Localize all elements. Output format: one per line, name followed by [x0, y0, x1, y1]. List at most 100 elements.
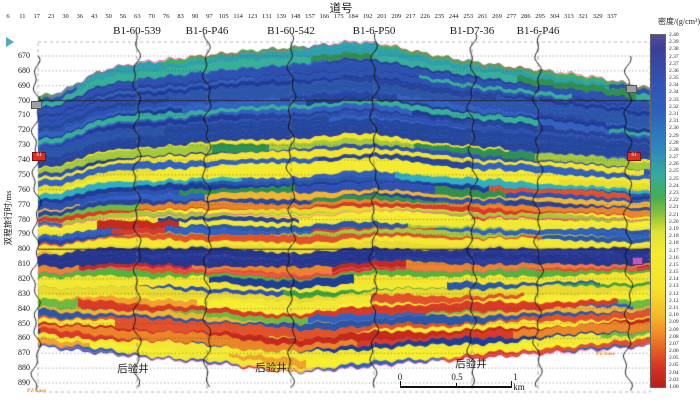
colorbar-tick-label: 2.36 — [669, 67, 679, 74]
colorbar-tick-label: 2.06 — [669, 348, 679, 355]
well-name-label: B1-60-542 — [267, 25, 315, 37]
scale-bar-tick-mid — [456, 383, 458, 387]
time-tick-label: 720 — [18, 125, 30, 135]
colorbar-tick-label: 2.21 — [669, 204, 679, 211]
colorbar-tick-label: 2.29 — [669, 132, 679, 139]
colorbar-tick-label: 2.37 — [669, 60, 679, 67]
time-tick-label: 850 — [18, 318, 30, 328]
trace-tick-label: 139 — [276, 13, 287, 20]
y-axis-title: 双程旅行时/ms — [3, 190, 13, 246]
trace-tick-label: 253 — [463, 13, 474, 20]
colorbar-tick-label: 2.31 — [669, 111, 679, 118]
colorbar-tick-label: 2.28 — [669, 139, 679, 146]
section-start-triangle-icon — [6, 37, 14, 47]
trace-tick-label: 43 — [91, 13, 98, 20]
colorbar-tick-label: 2.08 — [669, 333, 679, 340]
well-log-marker-s1-left: S1 — [32, 152, 46, 161]
trace-tick-label: 277 — [506, 13, 517, 20]
colorbar-tick-label: 2.22 — [669, 197, 679, 204]
trace-tick-label: 304 — [549, 13, 560, 20]
time-tick-label: 740 — [18, 155, 30, 165]
time-tick-label: 760 — [18, 184, 30, 194]
well-log-marker-purple-right — [632, 257, 643, 265]
trace-tick-label: 157 — [305, 13, 315, 20]
time-tick-label: 730 — [18, 140, 30, 150]
colorbar-tick-label: 2.38 — [669, 46, 679, 53]
trace-number-axis: 6 11 17 23 30 36 43 50 56 63 70 76 83 90 97 105 114 123 13… — [0, 13, 700, 23]
trace-tick-label: 36 — [76, 13, 84, 20]
time-tick-label: 710 — [18, 110, 30, 120]
trace-tick-label: 235 — [434, 13, 445, 20]
colorbar-tick-label: 2.34 — [669, 82, 679, 89]
colorbar-tick-label: 2.32 — [669, 103, 679, 110]
colorbar-tick-label: 2.30 — [669, 125, 679, 132]
colorbar-tick-label: 2.12 — [669, 290, 679, 297]
trace-tick-label: 70 — [148, 13, 156, 20]
posterior-well-label: 后验井 — [117, 364, 149, 375]
colorbar-tick-label: 2.19 — [669, 225, 679, 232]
colorbar-tick-label: 2.07 — [669, 340, 679, 347]
trace-tick-label: 83 — [177, 13, 184, 20]
colorbar-tick-label: 2.39 — [669, 39, 679, 46]
scale-bar-label: 1 km — [513, 372, 525, 392]
trace-tick-label: 321 — [578, 13, 589, 20]
trace-tick-label: 201 — [377, 13, 387, 20]
trace-tick-label: 97 — [206, 13, 213, 20]
scale-bar-label: 0.5 — [451, 372, 463, 382]
well-log-marker-gray-left — [31, 101, 42, 109]
colorbar-tick-label: 2.04 — [669, 369, 679, 376]
trace-tick-label: 184 — [348, 13, 359, 20]
colorbar-tick-label: 2.03 — [669, 376, 679, 383]
time-tick-label: 890 — [18, 378, 30, 387]
well-name-label: B1-6-P50 — [352, 25, 396, 37]
colorbar-tick-label: 2.27 — [669, 154, 679, 161]
time-tick-label: 870 — [18, 348, 30, 358]
trace-tick-label: 217 — [405, 13, 416, 20]
trace-tick-label: 123 — [247, 13, 258, 20]
colorbar-tick-label: 2.16 — [669, 254, 679, 261]
time-tick-label: 880 — [18, 363, 30, 373]
trace-tick-label: 148 — [290, 13, 301, 20]
time-axis: 670 680 690 700 710 720 730 740 750 760 770 780 790 8… — [8, 0, 32, 402]
trace-tick-label: 175 — [333, 13, 344, 20]
colorbar-tick-label: 2.20 — [669, 218, 679, 225]
colorbar-tick-label: 2.14 — [669, 276, 679, 283]
colorbar-tick-label: 2.21 — [669, 211, 679, 218]
trace-tick-label: 166 — [319, 13, 330, 20]
colorbar-title: 密度/(g/cm³) — [658, 17, 700, 26]
colorbar-tick-label: 2.13 — [669, 283, 679, 290]
colorbar-tick-label: 2.23 — [669, 190, 679, 197]
colorbar-tick-label: 2.10 — [669, 312, 679, 319]
time-tick-label: 690 — [18, 80, 30, 90]
trace-tick-label: 76 — [162, 13, 170, 20]
time-tick-label: 780 — [18, 214, 30, 224]
trace-tick-label: 226 — [420, 13, 430, 20]
trace-tick-label: 337 — [607, 13, 617, 20]
colorbar-tick-label: 2.28 — [669, 146, 679, 153]
posterior-well-label: 后验井 — [455, 359, 487, 370]
trace-tick-label: 313 — [563, 13, 574, 20]
trace-tick-label: 56 — [119, 13, 127, 20]
colorbar-tick-label: 2.05 — [669, 355, 679, 362]
posterior-well-label: 后验井 — [255, 363, 287, 374]
trace-tick-label: 6 — [6, 13, 10, 20]
time-tick-label: 680 — [18, 65, 30, 75]
trace-tick-label: 209 — [391, 13, 402, 20]
trace-tick-label: 192 — [362, 13, 373, 20]
trace-tick-label: 244 — [448, 13, 459, 20]
colorbar-tick-label: 1.00 — [669, 384, 679, 390]
trace-tick-label: 114 — [233, 13, 243, 20]
colorbar-tick-label: 2.15 — [669, 269, 679, 276]
time-tick-label: 700 — [18, 95, 30, 105]
colorbar-tick-label: 2.17 — [669, 247, 679, 254]
trace-tick-label: 11 — [19, 13, 26, 20]
colorbar-tick-label: 2.25 — [669, 175, 679, 182]
colorbar-tick-label: 2.12 — [669, 297, 679, 304]
colorbar-tick-label: 2.40 — [669, 32, 679, 38]
scale-bar-label: 0 — [397, 372, 403, 382]
colorbar-tick-label: 2.26 — [669, 161, 679, 168]
horizon-label-pz-base-left: PZ base — [27, 388, 46, 394]
time-tick-label: 830 — [18, 288, 30, 298]
